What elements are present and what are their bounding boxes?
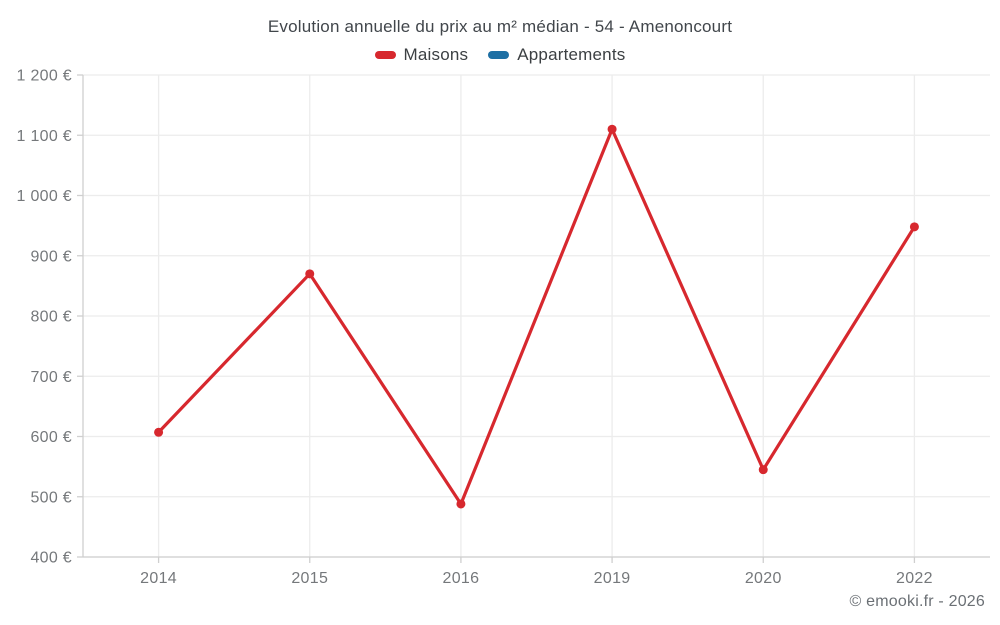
chart-title: Evolution annuelle du prix au m² médian … <box>267 17 733 36</box>
x-tick-label: 2016 <box>443 570 480 587</box>
maisons-data-point[interactable] <box>909 222 919 232</box>
y-tick-label: 1 000 € <box>17 188 72 205</box>
maisons-data-point[interactable] <box>456 499 466 509</box>
legend-label-maisons: Maisons <box>403 45 469 64</box>
legend-item-maisons[interactable]: Maisons <box>374 45 469 65</box>
y-tick-label: 900 € <box>30 248 72 265</box>
footer-credit: © emooki.fr - 2026 <box>849 593 985 610</box>
y-tick-label: 500 € <box>30 489 72 506</box>
y-tick-label: 400 € <box>30 550 72 567</box>
legend-item-appartements[interactable]: Appartements <box>488 45 625 65</box>
y-tick-label: 700 € <box>30 369 72 386</box>
maisons-data-point[interactable] <box>607 124 617 134</box>
y-tick-label: 600 € <box>30 429 72 446</box>
y-tick-label: 1 100 € <box>17 128 72 145</box>
maisons-line <box>156 127 917 506</box>
y-tick-label: 1 200 € <box>17 68 72 85</box>
appartements-swatch-icon <box>488 51 510 59</box>
y-tick-label: 800 € <box>30 309 72 326</box>
maisons-swatch-icon <box>374 51 396 59</box>
x-tick-label: 2014 <box>140 570 177 587</box>
legend: Maisons Appartements <box>0 45 1000 65</box>
maisons-data-point[interactable] <box>154 427 164 437</box>
x-tick-label: 2022 <box>896 570 933 587</box>
x-tick-label: 2020 <box>745 570 782 587</box>
x-tick-label: 2015 <box>291 570 328 587</box>
x-tick-label: 2019 <box>594 570 631 587</box>
legend-label-appartements: Appartements <box>517 45 626 64</box>
maisons-data-point[interactable] <box>305 269 315 279</box>
maisons-data-point[interactable] <box>758 465 768 475</box>
